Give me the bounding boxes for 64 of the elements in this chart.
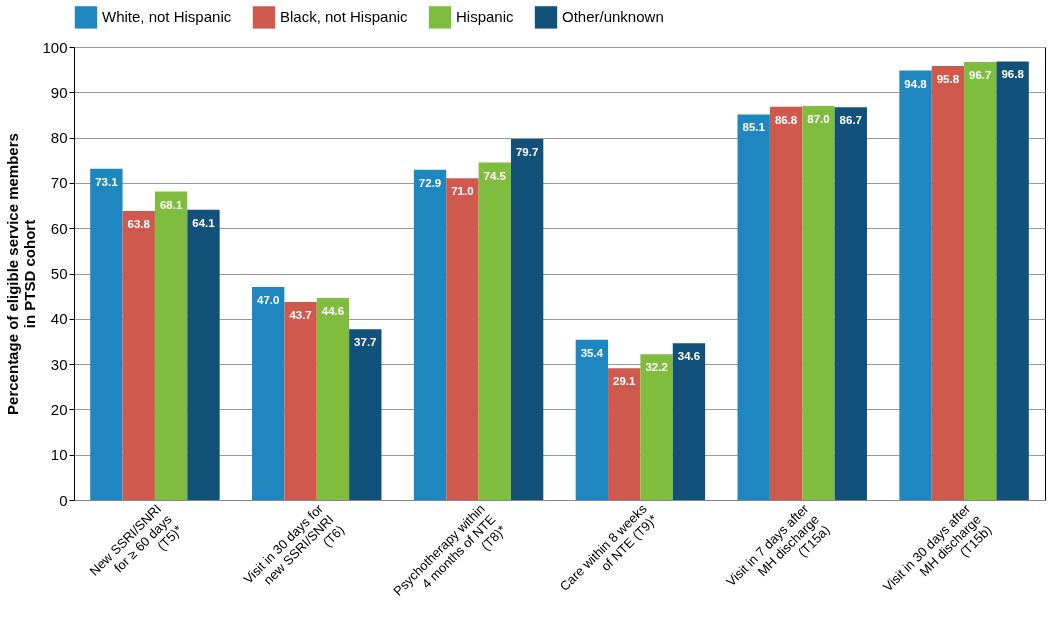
bar bbox=[510, 138, 544, 500]
bar bbox=[834, 107, 867, 500]
bar bbox=[349, 329, 382, 500]
bar bbox=[769, 106, 803, 500]
bar bbox=[478, 162, 511, 500]
data-label: 63.8 bbox=[127, 217, 151, 230]
legend-label: White, not Hispanic bbox=[102, 8, 232, 26]
data-label: 32.2 bbox=[645, 361, 668, 374]
y-tick-label: 30 bbox=[50, 355, 68, 373]
data-label: 73.1 bbox=[95, 175, 119, 188]
legend-label: Black, not Hispanic bbox=[280, 8, 409, 26]
y-tick-label: 80 bbox=[50, 129, 68, 147]
data-label: 71.0 bbox=[451, 185, 474, 198]
data-label: 74.5 bbox=[483, 169, 507, 182]
y-tick-label: 100 bbox=[42, 38, 68, 56]
bar bbox=[413, 169, 447, 500]
bar bbox=[964, 61, 997, 500]
data-label: 96.8 bbox=[1001, 68, 1025, 81]
bar bbox=[672, 343, 706, 500]
legend-label: Hispanic bbox=[456, 8, 515, 26]
bar bbox=[122, 210, 155, 500]
y-axis-title: Percentage of eligible service members in PTSD cohort bbox=[4, 133, 39, 415]
y-tick-label: 10 bbox=[50, 446, 68, 464]
data-label: 47.0 bbox=[257, 294, 280, 307]
y-tick-label: 50 bbox=[50, 265, 68, 282]
y-tick-label: 0 bbox=[59, 491, 68, 509]
data-label: 86.7 bbox=[839, 114, 862, 127]
bar bbox=[284, 302, 317, 500]
bar bbox=[802, 105, 835, 500]
data-label: 72.9 bbox=[418, 176, 442, 189]
data-label: 87.0 bbox=[807, 112, 830, 125]
data-label: 43.7 bbox=[289, 309, 312, 322]
legend-label: Other/unknown bbox=[562, 8, 664, 26]
bar bbox=[90, 168, 123, 500]
data-label: 29.1 bbox=[613, 375, 637, 388]
y-tick-label: 70 bbox=[50, 174, 68, 192]
bar bbox=[899, 70, 932, 500]
data-label: 85.1 bbox=[742, 121, 766, 134]
bar bbox=[608, 368, 641, 500]
data-label: 86.8 bbox=[774, 113, 798, 126]
y-tick-label: 20 bbox=[50, 400, 68, 418]
data-label: 64.1 bbox=[192, 216, 216, 229]
bar bbox=[252, 287, 285, 500]
bar bbox=[737, 114, 770, 500]
data-label: 68.1 bbox=[159, 198, 183, 211]
data-label: 35.4 bbox=[580, 346, 604, 359]
y-tick-label: 40 bbox=[50, 310, 68, 328]
bar bbox=[446, 178, 479, 500]
bar bbox=[996, 61, 1029, 500]
data-label: 37.7 bbox=[354, 336, 377, 349]
data-label: 95.8 bbox=[936, 73, 960, 86]
bar bbox=[187, 209, 220, 500]
bar bbox=[640, 354, 673, 500]
bar bbox=[931, 66, 965, 500]
y-tick-label: 60 bbox=[50, 219, 68, 237]
data-label: 79.7 bbox=[515, 145, 539, 158]
data-label: 34.6 bbox=[677, 350, 701, 363]
bar bbox=[316, 297, 350, 500]
data-label: 96.7 bbox=[969, 68, 992, 81]
data-label: 44.6 bbox=[321, 304, 345, 317]
bar bbox=[575, 339, 609, 500]
data-label: 94.8 bbox=[904, 77, 928, 90]
y-tick-label: 90 bbox=[50, 83, 68, 101]
bar bbox=[154, 191, 188, 500]
